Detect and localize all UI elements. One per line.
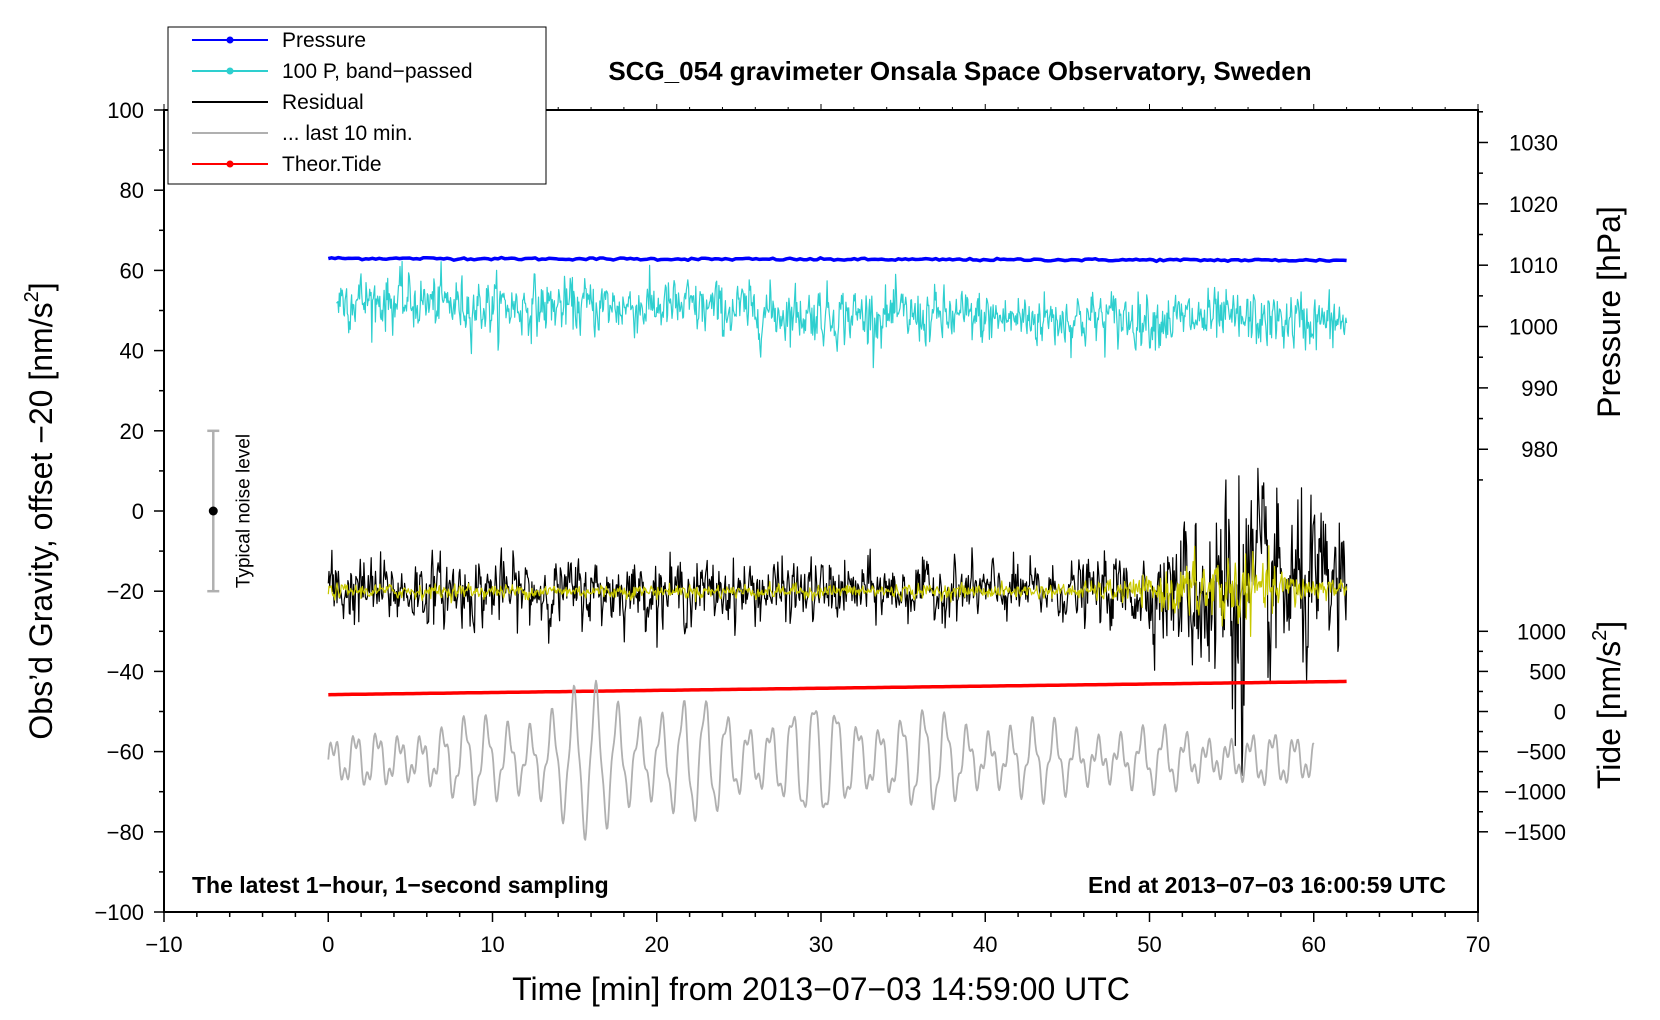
x-tick-label: 70 (1466, 932, 1490, 957)
tide-tick-label: −500 (1516, 740, 1566, 765)
legend-box (167, 26, 547, 185)
legend-label: Residual (282, 91, 364, 114)
x-tick-label: −10 (145, 932, 182, 957)
y-tick-label: −60 (107, 740, 144, 765)
noise-bar-label: Typical noise level (233, 434, 254, 588)
y-axis-tide: 1000 500 0 −500 −1000 −1500 (1478, 619, 1566, 845)
legend-label: Pressure (282, 29, 366, 52)
pressure-tick-label: 1010 (1509, 253, 1558, 278)
series-smoothed-residual (327, 545, 1348, 637)
y-axis-label-gravity: Obs’d Gravity, offset −20 [nm/s2] (21, 282, 59, 739)
noise-bar-group: Typical noise level (207, 429, 254, 593)
tide-tick-label: −1000 (1504, 780, 1566, 805)
x-axis-label: Time [min] from 2013−07−03 14:59:00 UTC (512, 971, 1130, 1007)
legend-label: Theor.Tide (282, 153, 382, 176)
tide-tick-label: −1500 (1504, 820, 1566, 845)
corner-note-right: End at 2013−07−03 16:00:59 UTC (1088, 872, 1446, 898)
y-axis-gravity: 100 80 60 40 20 0 −20 −40 −60 −80 −100 (94, 98, 164, 925)
y-tick-label: −80 (107, 820, 144, 845)
series-theor-tide (328, 679, 1347, 697)
series-residual (327, 467, 1348, 777)
y-axis-label-tide: Tide [nm/s2] (1589, 621, 1627, 789)
y-tick-label: −40 (107, 659, 144, 684)
legend-marker (226, 160, 234, 168)
y-tick-label: 60 (120, 258, 144, 283)
y-tick-label: 40 (120, 339, 144, 364)
plot-lines (327, 255, 1348, 841)
x-tick-label: 0 (322, 932, 334, 957)
y-tick-label: −100 (94, 900, 144, 925)
legend: Pressure 100 P, band−passed Residual ... la… (167, 26, 547, 185)
tide-tick-label: 1000 (1517, 619, 1566, 644)
x-tick-label: 30 (809, 932, 833, 957)
x-tick-label: 10 (480, 932, 504, 957)
corner-note-left: The latest 1−hour, 1−second sampling (192, 872, 609, 898)
pressure-tick-label: 990 (1521, 376, 1558, 401)
series-pressure (327, 255, 1347, 264)
y-tick-label: 20 (120, 419, 144, 444)
x-tick-label: 60 (1302, 932, 1326, 957)
legend-label: ... last 10 min. (282, 122, 413, 145)
legend-items: Pressure 100 P, band−passed Residual ... la… (192, 29, 473, 176)
y-tick-label: 80 (120, 178, 144, 203)
series-100-p-band-passed (336, 260, 1348, 369)
y-tick-label: 100 (107, 98, 144, 123)
x-tick-label: 50 (1137, 932, 1161, 957)
x-tick-label: 40 (973, 932, 997, 957)
series-last-10-min (327, 679, 1315, 841)
legend-label: 100 P, band−passed (282, 60, 473, 83)
x-tick-label: 20 (645, 932, 669, 957)
pressure-tick-label: 1020 (1509, 192, 1558, 217)
chart-title: SCG_054 gravimeter Onsala Space Observat… (608, 56, 1311, 86)
pressure-tick-label: 1030 (1509, 130, 1558, 155)
y-axis-pressure: 1030 1020 1010 1000 990 980 (1478, 111, 1558, 481)
tide-tick-label: 0 (1554, 700, 1566, 725)
x-axis: −10 0 10 20 30 40 50 60 70 (145, 104, 1490, 957)
pressure-tick-label: 980 (1521, 437, 1558, 462)
y-tick-label: −20 (107, 579, 144, 604)
legend-marker (226, 67, 234, 75)
noise-bar-point (208, 506, 218, 516)
y-tick-label: 0 (132, 499, 144, 524)
tide-tick-label: 500 (1529, 659, 1566, 684)
legend-marker (226, 36, 234, 44)
y-axis-label-pressure: Pressure [hPa] (1591, 206, 1627, 418)
pressure-tick-label: 1000 (1509, 315, 1558, 340)
